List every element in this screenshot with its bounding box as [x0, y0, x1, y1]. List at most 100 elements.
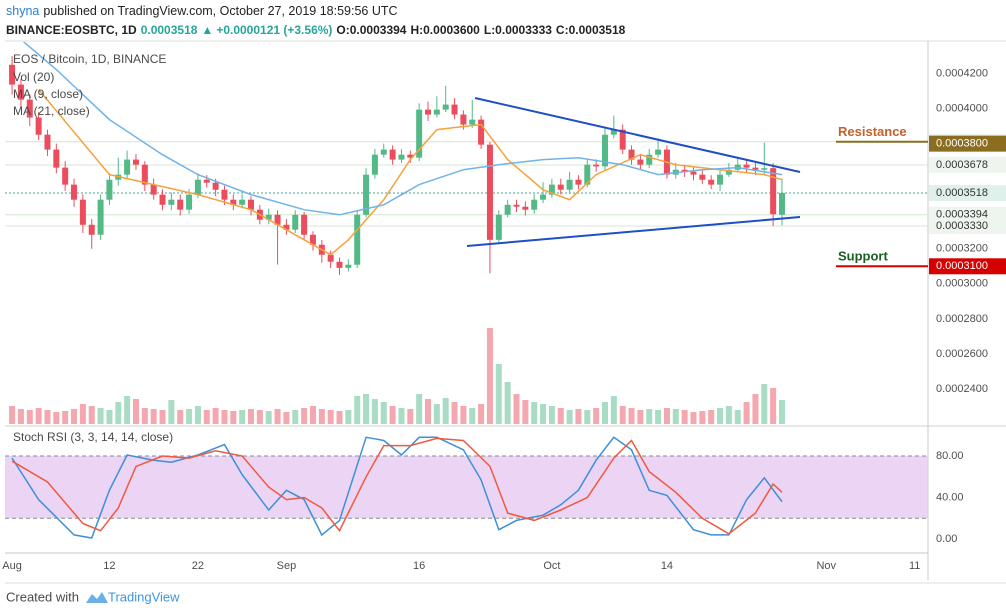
- volume-bar: [354, 396, 361, 424]
- candle-body: [203, 179, 210, 183]
- candle-body: [380, 149, 387, 155]
- candle-body: [124, 159, 131, 175]
- published: published on TradingView.com, October 27…: [43, 4, 397, 18]
- volume-bar: [124, 396, 131, 424]
- volume-bar: [301, 408, 308, 424]
- candle-body: [504, 204, 511, 215]
- price-badge-label: 0.0003330: [936, 220, 988, 232]
- footer-text: Created with: [6, 589, 79, 604]
- volume-bar: [761, 384, 768, 424]
- candle-body: [690, 171, 697, 175]
- candle-body: [601, 134, 608, 167]
- volume-bar: [646, 409, 653, 424]
- volume-bar: [327, 410, 334, 424]
- volume-bar: [681, 410, 688, 424]
- volume-bar: [336, 411, 343, 424]
- candle-body: [309, 234, 316, 245]
- volume-bar: [79, 404, 86, 424]
- note: Resistance: [838, 124, 907, 139]
- volume-bar: [53, 412, 60, 424]
- volume-bar: [265, 411, 272, 424]
- candle-body: [97, 199, 104, 235]
- volume-bar: [557, 408, 564, 424]
- x-tick-label: 11: [909, 560, 920, 572]
- volume-bar: [540, 404, 547, 424]
- volume-bar: [17, 409, 24, 424]
- stoch-tick-label: 40.00: [936, 491, 964, 503]
- candle-body: [301, 214, 308, 235]
- stoch-band: [5, 456, 928, 519]
- footer-brand[interactable]: TradingView: [108, 589, 180, 604]
- volume-bar: [770, 388, 777, 424]
- volume-bar: [628, 408, 635, 424]
- volume-bar: [230, 411, 237, 424]
- candle-body: [460, 114, 467, 125]
- volume-bar: [407, 409, 414, 424]
- price: 0.0003518: [141, 23, 198, 37]
- candle-body: [354, 214, 361, 265]
- price-badge: [929, 258, 1006, 275]
- candle-body: [416, 109, 423, 158]
- candle-body: [177, 199, 184, 210]
- candle-body: [168, 199, 175, 205]
- candle-body: [770, 168, 777, 215]
- close: C:0.0003518: [556, 23, 626, 37]
- price-badge-label: 0.0003394: [936, 209, 988, 221]
- candle-body: [637, 159, 644, 165]
- volume-bar: [566, 410, 573, 424]
- candle-body: [407, 154, 414, 158]
- volume-bar: [531, 402, 538, 424]
- candle-body: [486, 144, 493, 240]
- candle-body: [778, 193, 785, 215]
- volume-bar: [62, 411, 69, 424]
- price-badge: [929, 185, 1006, 202]
- candle-body: [655, 149, 662, 155]
- candle-body: [371, 154, 378, 175]
- volume-bar: [168, 400, 175, 424]
- volume-bar: [637, 410, 644, 424]
- quote-line: BINANCE:EOSBTC, 1D 0.0003518 ▲ +0.0000121 (…: [6, 23, 626, 37]
- price-pane: [5, 42, 928, 424]
- y-tick-label: 0.0002600: [936, 348, 988, 360]
- candle-body: [336, 261, 343, 268]
- x-tick-label: Oct: [543, 560, 560, 572]
- price-badge-label: 0.0003100: [936, 260, 988, 272]
- candle-body: [9, 64, 16, 85]
- candle-body: [106, 179, 113, 200]
- volume-bar: [778, 400, 785, 424]
- volume-bar: [504, 382, 511, 424]
- change: +0.0000121 (+3.56%): [216, 23, 332, 37]
- volume-bar: [593, 408, 600, 424]
- candle-body: [53, 149, 60, 168]
- candle-body: [292, 214, 299, 230]
- user[interactable]: shyna: [6, 4, 39, 18]
- volume-bar: [389, 406, 396, 424]
- candle-body: [345, 264, 352, 268]
- volume-bar: [725, 406, 732, 424]
- price-badge-label: 0.0003800: [936, 138, 988, 150]
- moving-average: [38, 89, 783, 256]
- volume-bar: [71, 409, 78, 424]
- x-tick-label: Sep: [277, 560, 297, 572]
- x-tick-label: Nov: [816, 560, 836, 572]
- volume-bar: [132, 399, 139, 424]
- candle-body: [44, 134, 51, 150]
- volume-bar: [601, 402, 608, 424]
- volume-bar: [26, 410, 33, 424]
- high: H:0.0003600: [410, 23, 480, 37]
- volume-bar: [256, 410, 263, 424]
- candle-body: [575, 179, 582, 185]
- candle-body: [522, 206, 529, 210]
- volume-bar: [141, 408, 148, 424]
- candle-body: [62, 167, 69, 185]
- low: L:0.0003333: [484, 23, 552, 37]
- volume-bar: [460, 406, 467, 424]
- stoch-line: [11, 437, 783, 535]
- candle-body: [513, 204, 520, 207]
- x-tick-label: 14: [661, 560, 673, 572]
- candle-body: [557, 184, 564, 190]
- volume-bar: [486, 328, 493, 424]
- indicator-title: Stoch RSI (3, 3, 14, 14, close): [13, 430, 173, 444]
- candle-body: [752, 167, 759, 170]
